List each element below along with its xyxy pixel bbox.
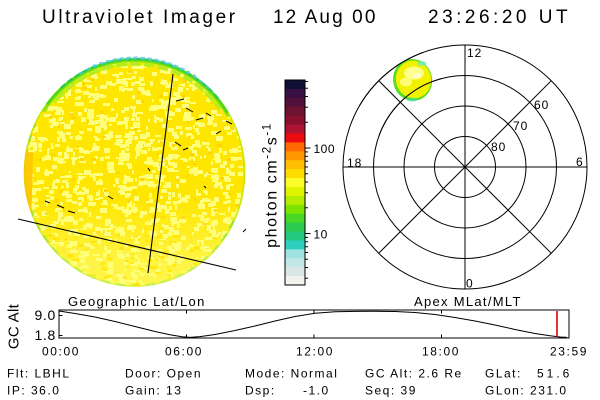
svg-text:Geographic Lat/Lon: Geographic Lat/Lon: [68, 294, 206, 309]
svg-text:12 Aug 00: 12 Aug 00: [273, 7, 377, 28]
svg-text:60: 60: [534, 98, 549, 112]
svg-text:Seq: 39: Seq: 39: [365, 384, 417, 398]
svg-text:Mode: Normal: Mode: Normal: [245, 367, 338, 381]
svg-text:9.0: 9.0: [34, 307, 56, 323]
svg-text:0: 0: [466, 277, 474, 291]
svg-text:IP: 36.0: IP: 36.0: [7, 384, 60, 398]
svg-text:18:00: 18:00: [422, 345, 460, 359]
svg-text:23:59: 23:59: [550, 345, 588, 359]
svg-text:Apex MLat/MLT: Apex MLat/MLT: [414, 294, 522, 309]
svg-text:70: 70: [513, 119, 528, 133]
svg-text:80: 80: [491, 140, 506, 154]
svg-text:-1.0: -1.0: [303, 384, 330, 398]
svg-text:10: 10: [314, 228, 328, 242]
svg-text:GLat:: GLat:: [485, 367, 522, 381]
svg-text:1.8: 1.8: [34, 327, 56, 343]
svg-text:51.6: 51.6: [537, 367, 572, 381]
svg-text:100: 100: [314, 142, 336, 156]
svg-text:00:00: 00:00: [42, 345, 80, 359]
svg-text:GC Alt: 2.6 Re: GC Alt: 2.6 Re: [365, 367, 463, 381]
svg-text:photon cm-2s-1: photon cm-2s-1: [262, 122, 281, 248]
svg-text:Flt: LBHL: Flt: LBHL: [7, 367, 71, 381]
svg-text:12: 12: [467, 46, 482, 60]
svg-text:06:00: 06:00: [165, 345, 203, 359]
svg-text:GLon: 231.0: GLon: 231.0: [485, 384, 568, 398]
svg-text:Gain: 13: Gain: 13: [125, 384, 182, 398]
svg-text:Dsp:: Dsp:: [245, 384, 276, 398]
svg-text:GC Alt: GC Alt: [5, 303, 22, 349]
svg-text:23:26:20 UT: 23:26:20 UT: [428, 7, 571, 28]
svg-text:6: 6: [576, 155, 584, 169]
svg-text:12:00: 12:00: [296, 345, 334, 359]
svg-text:18: 18: [347, 156, 362, 170]
svg-text:Ultraviolet Imager: Ultraviolet Imager: [42, 7, 238, 28]
svg-text:Door: Open: Door: Open: [125, 367, 202, 381]
